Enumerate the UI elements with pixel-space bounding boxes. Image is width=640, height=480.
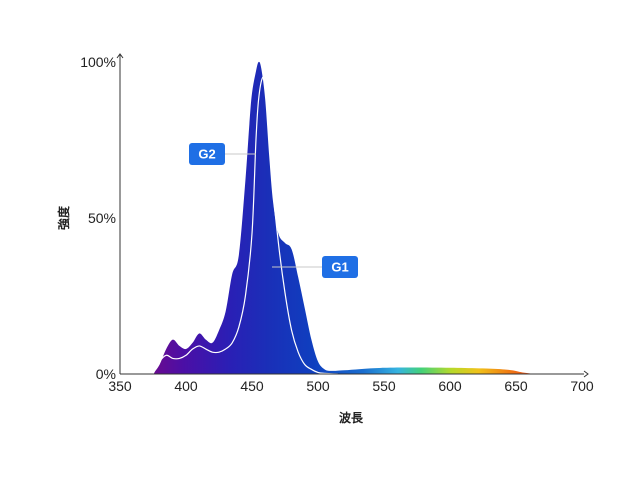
y-axis-label: 強度: [56, 205, 71, 230]
series-g2-area: [153, 61, 536, 375]
callout-g2: G2: [189, 143, 256, 165]
x-tick-label: 500: [306, 378, 330, 394]
y-tick-label: 50%: [88, 210, 116, 226]
y-tick-label: 100%: [80, 54, 116, 70]
plot-area: [152, 61, 536, 375]
y-axis-arrow: [116, 53, 124, 59]
series-g1-line: [152, 76, 338, 375]
x-axis-label: 波長: [339, 410, 364, 425]
x-tick-label: 650: [504, 378, 528, 394]
x-tick-label: 400: [174, 378, 198, 394]
x-tick-label: 350: [108, 378, 132, 394]
y-tick-label: 0%: [96, 366, 116, 382]
x-axis-arrow: [583, 370, 589, 378]
callout-badge: [189, 143, 225, 165]
x-tick-label: 700: [570, 378, 594, 394]
axes: [116, 53, 589, 378]
x-tick-label: 450: [240, 378, 264, 394]
callout-badge: [322, 256, 358, 278]
callouts: G2 G1: [189, 143, 358, 278]
callout-g1: G1: [272, 256, 358, 278]
callout-label: G2: [198, 147, 215, 162]
callout-label: G1: [331, 260, 348, 275]
tick-labels: 350 400 450 500 550 600 650 700 0% 50% 100%: [80, 54, 594, 394]
x-tick-label: 550: [372, 378, 396, 394]
x-tick-label: 600: [438, 378, 462, 394]
